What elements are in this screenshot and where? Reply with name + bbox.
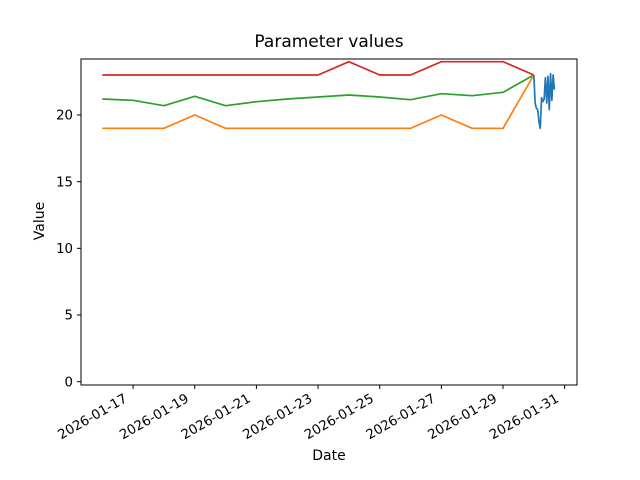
x-tick-label: 2026-01-23: [241, 391, 315, 443]
series-blue-line: [532, 72, 556, 130]
series-green-line: [102, 74, 535, 107]
x-tick-label: 2026-01-17: [56, 391, 130, 443]
x-axis-label: Date: [312, 448, 346, 464]
y-tick-label: 10: [56, 242, 73, 257]
chart-title: Parameter values: [254, 32, 404, 52]
y-tick-label: 20: [56, 109, 73, 124]
series-red-line: [102, 60, 535, 76]
x-tick-label: 2026-01-25: [302, 391, 376, 443]
y-tick-label: 5: [65, 309, 73, 324]
y-tick-label: 0: [65, 375, 73, 390]
axes-frame: [80, 58, 578, 386]
y-tick-label: 15: [56, 175, 73, 190]
series-orange-line: [102, 74, 535, 130]
x-tick-label: 2026-01-21: [179, 391, 253, 443]
y-axis-label: Value: [32, 201, 48, 241]
x-tick-label: 2026-01-29: [426, 391, 500, 443]
x-tick-label: 2026-01-27: [364, 391, 438, 443]
x-tick-label: 2026-01-31: [487, 391, 561, 443]
x-tick-label: 2026-01-19: [117, 391, 191, 443]
